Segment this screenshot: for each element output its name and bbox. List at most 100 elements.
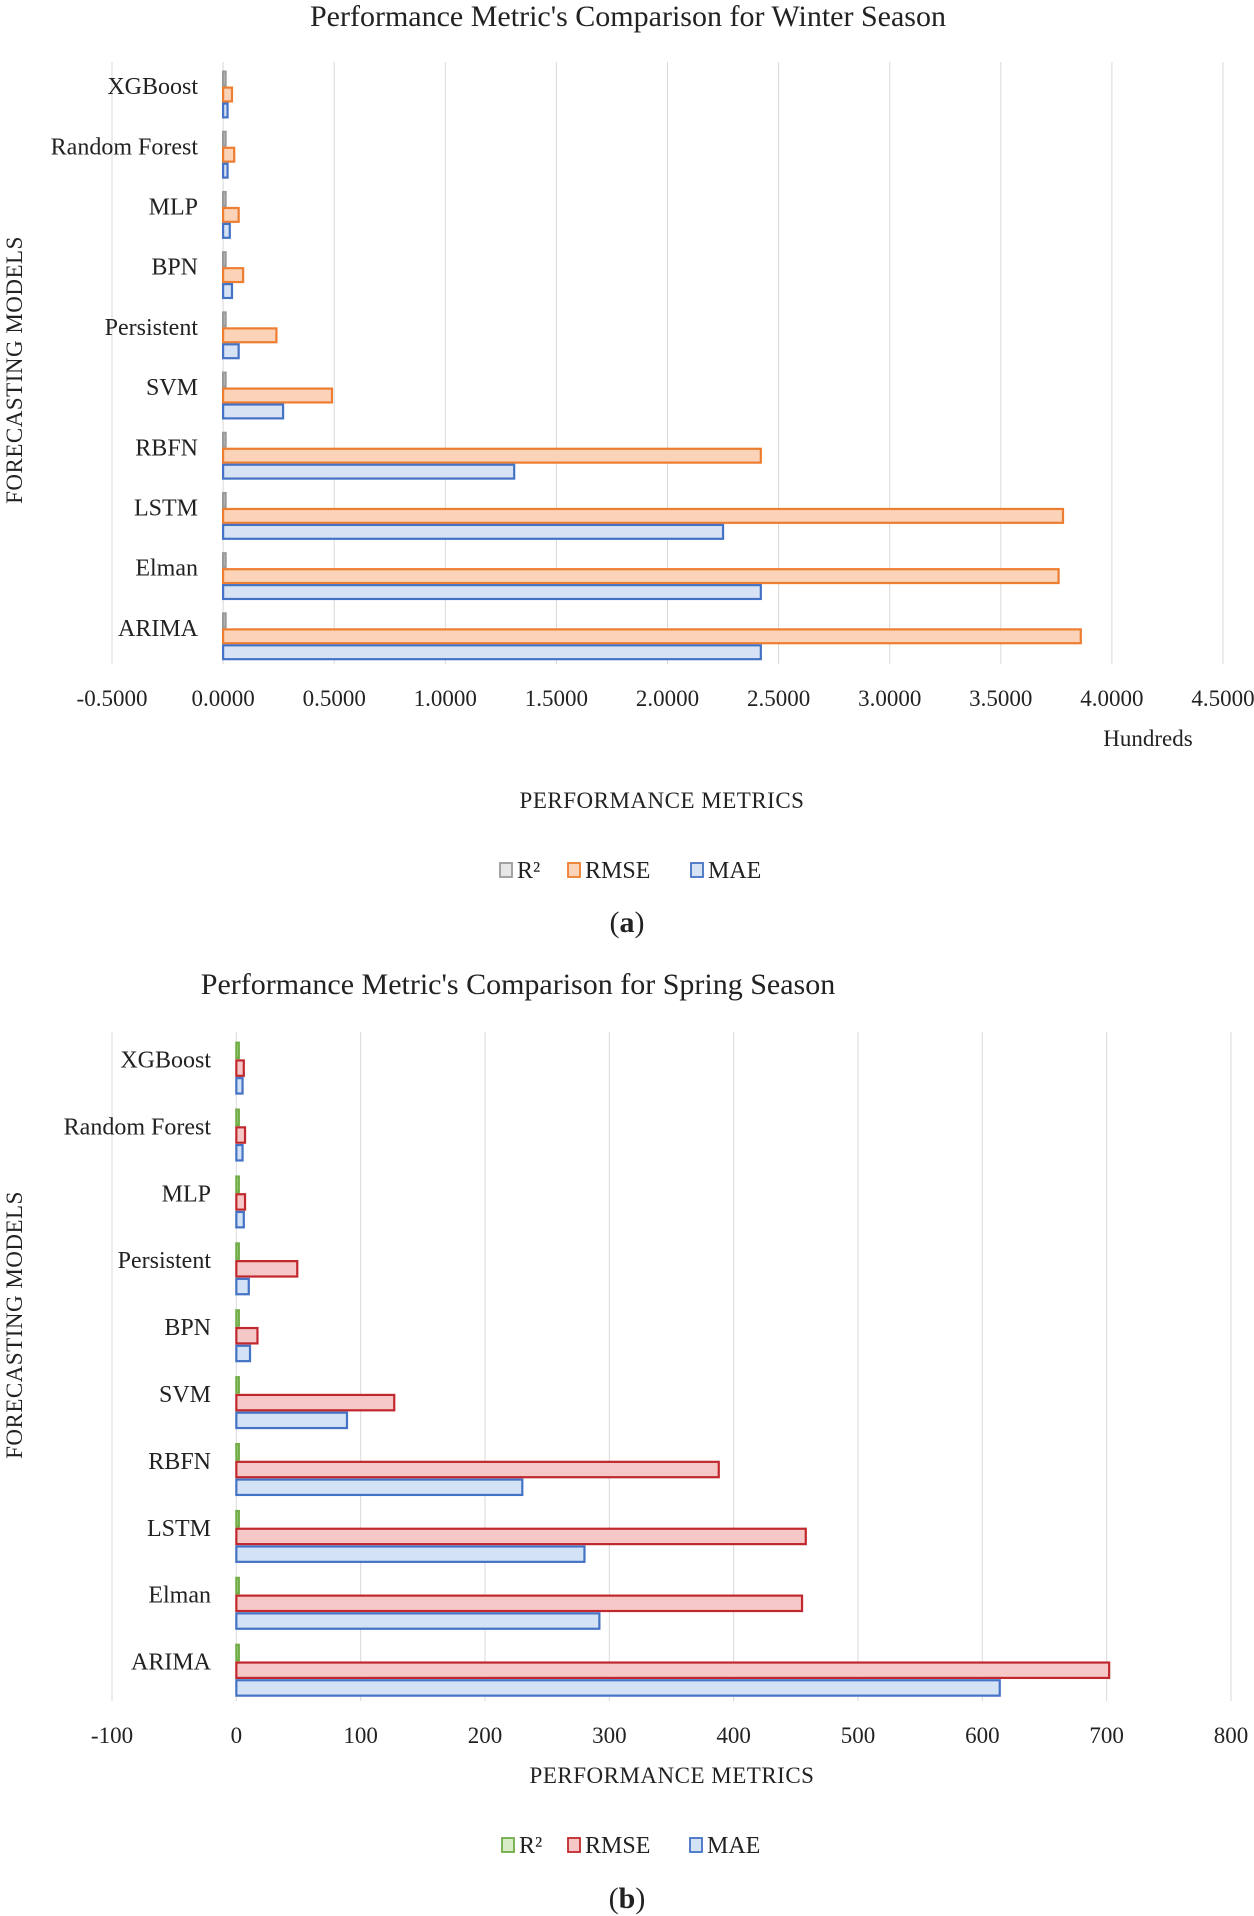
x-tick-label: 800: [1214, 1723, 1249, 1748]
x-tick-label: -0.5000: [77, 686, 148, 711]
legend-swatch: [499, 862, 513, 878]
chart-b-panel-letter: b: [619, 1882, 636, 1915]
bar-r2: [235, 1108, 240, 1127]
chart-a-x-axis-title: PERFORMANCE METRICS: [520, 788, 805, 813]
x-tick-label: 600: [965, 1723, 1000, 1748]
chart-b: Performance Metric's Comparison for Spri…: [2, 968, 1248, 1915]
bar-mae: [235, 1612, 601, 1630]
bar-mae: [235, 1143, 244, 1162]
bar-rmse: [235, 1326, 259, 1345]
legend-swatch: [690, 862, 704, 878]
x-tick-label: 100: [343, 1723, 378, 1748]
legend-label: R²: [519, 1833, 542, 1859]
chart-b-category-labels: ARIMA Elman LSTM RBFN SVM BPN Persistent MLP Ran…: [64, 1047, 212, 1675]
chart-a-panel-letter: a: [620, 906, 635, 939]
bar-rmse: [222, 267, 245, 284]
legend-swatch: [501, 1837, 515, 1853]
bar-mae: [222, 162, 229, 179]
bar-rmse: [235, 1059, 245, 1077]
bar-rmse: [235, 1260, 299, 1278]
legend-label: RMSE: [585, 858, 650, 884]
bar-mae: [235, 1077, 244, 1095]
chart-a-category-labels: ARIMA Elman LSTM RBFN SVM Persistent BPN MLP Ran…: [51, 74, 199, 642]
chart-b-y-axis-title: FORECASTING MODELS: [2, 1191, 27, 1459]
category-label: BPN: [164, 1315, 211, 1341]
category-label: Elman: [135, 556, 198, 582]
bar-mae: [222, 343, 240, 360]
chart-a-legend: R² RMSE MAE: [499, 858, 761, 884]
bar-mae: [235, 1277, 250, 1296]
category-label: MLP: [149, 195, 198, 221]
bar-r2: [235, 1509, 240, 1528]
bar-rmse: [222, 447, 762, 464]
bar-r2: [235, 1175, 240, 1193]
x-tick-label: 3.0000: [858, 686, 921, 711]
bar-rmse: [235, 1661, 1111, 1680]
bar-r2: [235, 1242, 240, 1260]
bar-r2: [235, 1309, 240, 1327]
x-tick-label: 1.5000: [525, 686, 588, 711]
legend-label: MAE: [708, 858, 761, 884]
x-tick-label: 2.0000: [636, 686, 699, 711]
legend-swatch: [567, 862, 581, 878]
bar-rmse: [235, 1393, 396, 1412]
bar-rmse: [235, 1126, 247, 1144]
category-label: Random Forest: [51, 134, 199, 160]
category-label: XGBoost: [107, 74, 198, 100]
x-tick-label: 3.5000: [969, 686, 1032, 711]
chart-b-legend: R² RMSE MAE: [501, 1833, 760, 1859]
bar-mae: [222, 523, 725, 540]
bar-rmse: [222, 146, 236, 163]
bar-r2: [222, 612, 227, 629]
chart-a-title: Performance Metric's Comparison for Wint…: [310, 0, 946, 33]
category-label: Elman: [148, 1583, 211, 1609]
bar-mae: [235, 1210, 245, 1229]
x-tick-label: 700: [1089, 1723, 1124, 1748]
category-label: XGBoost: [120, 1047, 211, 1073]
bar-rmse: [222, 628, 1082, 645]
bar-rmse: [235, 1594, 804, 1613]
chart-a-x-tick-labels: -0.5000 0.0000 0.5000 1.0000 1.5000 2.0000 2.5…: [77, 686, 1254, 711]
x-tick-label: 4.5000: [1191, 686, 1254, 711]
chart-b-panel-label: (b): [609, 1882, 646, 1915]
bar-mae: [235, 1679, 1001, 1697]
chart-b-x-axis-title: PERFORMANCE METRICS: [530, 1763, 815, 1788]
bar-r2: [222, 251, 227, 268]
bar-mae: [222, 102, 229, 119]
chart-a-panel-label: (a): [610, 906, 645, 939]
bar-r2: [235, 1041, 240, 1060]
x-tick-label: 2.5000: [747, 686, 810, 711]
x-tick-label: 300: [592, 1723, 627, 1748]
x-tick-label: 0.5000: [303, 686, 366, 711]
bar-rmse: [222, 507, 1065, 524]
category-label: ARIMA: [118, 616, 199, 642]
bar-r2: [222, 311, 227, 328]
bar-mae: [222, 644, 762, 661]
bar-mae: [222, 403, 285, 420]
bar-rmse: [235, 1460, 720, 1479]
bar-r2: [222, 190, 227, 207]
bar-r2: [235, 1576, 240, 1595]
category-label: BPN: [151, 255, 198, 281]
x-tick-label: 400: [716, 1723, 751, 1748]
legend-label: RMSE: [585, 1833, 650, 1859]
x-tick-label: 500: [841, 1723, 876, 1748]
bar-rmse: [235, 1193, 247, 1211]
bar-r2: [222, 552, 227, 569]
bar-mae: [222, 222, 231, 239]
category-label: Persistent: [118, 1248, 212, 1274]
chart-b-x-tick-labels: -100 0 100 200 300 400 500 600 700 800: [91, 1723, 1248, 1748]
x-tick-label: 1.0000: [414, 686, 477, 711]
bar-rmse: [235, 1527, 807, 1546]
category-label: MLP: [162, 1181, 211, 1207]
x-tick-label: 0: [231, 1723, 243, 1748]
chart-a: Performance Metric's Comparison for Wint…: [2, 0, 1254, 939]
bar-rmse: [222, 86, 234, 103]
category-label: Random Forest: [64, 1114, 212, 1140]
category-label: ARIMA: [131, 1650, 212, 1676]
bar-r2: [222, 371, 227, 388]
chart-a-units-label: Hundreds: [1103, 726, 1192, 751]
chart-b-title: Performance Metric's Comparison for Spri…: [201, 968, 835, 1001]
legend-swatch: [567, 1837, 581, 1853]
